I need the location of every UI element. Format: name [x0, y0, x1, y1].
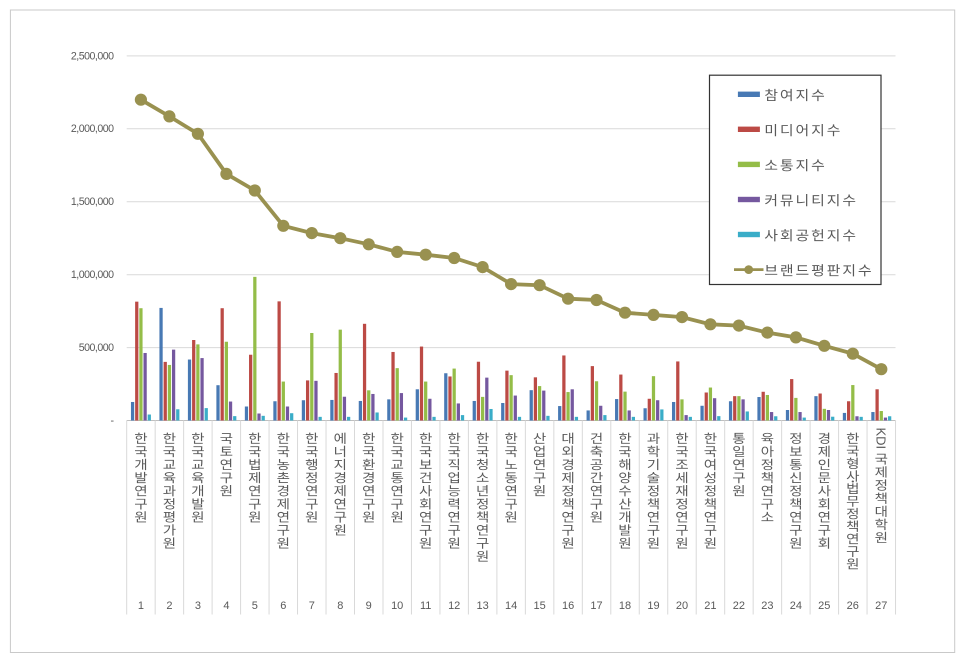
svg-text:19: 19 [647, 600, 659, 612]
svg-text:5: 5 [252, 600, 258, 612]
svg-text:10: 10 [391, 600, 403, 612]
svg-text:14: 14 [505, 600, 517, 612]
svg-text:18: 18 [619, 600, 631, 612]
svg-text:22: 22 [733, 600, 745, 612]
svg-text:1,000,000: 1,000,000 [71, 269, 114, 281]
svg-text:6: 6 [280, 600, 286, 612]
svg-text:25: 25 [818, 600, 830, 612]
svg-text:8: 8 [337, 600, 343, 612]
svg-text:12: 12 [448, 600, 460, 612]
svg-text:2,000,000: 2,000,000 [71, 123, 114, 135]
svg-text:20: 20 [676, 600, 688, 612]
svg-text:500,000: 500,000 [79, 342, 114, 354]
svg-text:KDI: KDI [873, 428, 888, 450]
svg-text:1: 1 [138, 600, 144, 612]
svg-text:27: 27 [875, 600, 887, 612]
svg-text:2,500,000: 2,500,000 [71, 50, 114, 62]
svg-text:15: 15 [533, 600, 545, 612]
svg-text:13: 13 [476, 600, 488, 612]
svg-text:21: 21 [704, 600, 716, 612]
svg-text:24: 24 [790, 600, 802, 612]
svg-text:26: 26 [847, 600, 859, 612]
svg-text:4: 4 [223, 600, 229, 612]
svg-text:16: 16 [562, 600, 574, 612]
svg-text:17: 17 [590, 600, 602, 612]
svg-text:-: - [110, 415, 114, 427]
svg-text:2: 2 [166, 600, 172, 612]
svg-text:7: 7 [309, 600, 315, 612]
svg-text:23: 23 [761, 600, 773, 612]
svg-text:1,500,000: 1,500,000 [71, 196, 114, 208]
svg-text:11: 11 [420, 600, 431, 612]
svg-text:3: 3 [195, 600, 201, 612]
svg-text:9: 9 [366, 600, 372, 612]
